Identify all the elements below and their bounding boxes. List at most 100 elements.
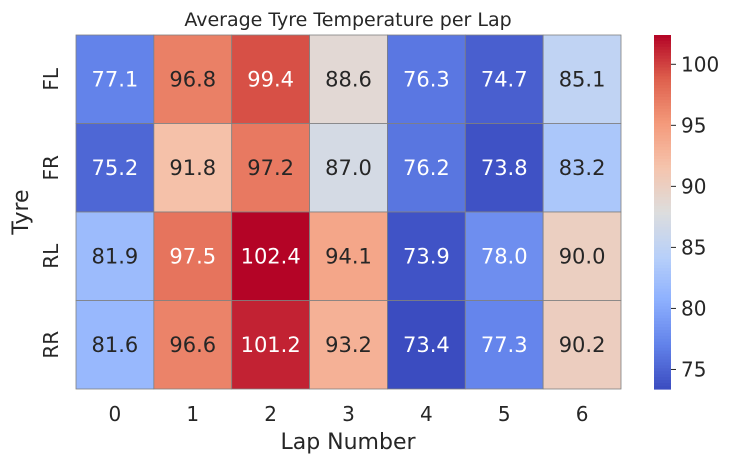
colorbar-segment (654, 173, 671, 178)
colorbar-segment (654, 356, 671, 361)
cell-value-label: 96.6 (169, 333, 216, 357)
colorbar-segment (654, 102, 671, 107)
colorbar-segment (654, 226, 671, 231)
colorbar-segment (654, 61, 671, 66)
colorbar-segment (654, 126, 671, 130)
colorbar-tick-label: 90 (681, 174, 706, 198)
cell-value-label: 76.3 (403, 67, 450, 91)
x-tick-label: 4 (420, 402, 433, 426)
heatmap-cell (75, 123, 155, 213)
colorbar-segment (654, 350, 671, 355)
colorbar-segment (654, 64, 671, 69)
cell-value-label: 78.0 (481, 244, 528, 268)
cell-value-label: 97.2 (247, 156, 294, 180)
colorbar-segment (654, 164, 671, 169)
colorbar-segment (654, 297, 671, 302)
heatmap-cell (309, 34, 388, 124)
colorbar-segment (654, 282, 671, 287)
colorbar-segment (654, 262, 671, 266)
colorbar-segment (654, 259, 671, 263)
cell-value-label: 88.6 (325, 67, 372, 91)
colorbar-segment (654, 250, 671, 254)
cell-value-label: 94.1 (325, 244, 372, 268)
x-tick-label: 0 (109, 402, 122, 426)
colorbar-segment (654, 303, 671, 307)
colorbar-tick-label: 85 (681, 235, 706, 259)
colorbar-segment (654, 294, 671, 299)
colorbar-segment (654, 235, 671, 240)
colorbar-segment (654, 244, 671, 248)
colorbar-segment (654, 170, 671, 175)
colorbar-segment (654, 306, 671, 310)
colorbar-segment (654, 312, 671, 316)
colorbar-tick-label: 95 (681, 113, 706, 137)
colorbar-segment (654, 144, 671, 148)
cell-value-label: 74.7 (481, 67, 528, 91)
colorbar-segment (654, 203, 671, 207)
colorbar-segment (654, 232, 671, 237)
heatmap-cell (464, 34, 544, 124)
cell-value-label: 83.2 (559, 156, 606, 180)
cell-value-label: 85.1 (559, 67, 606, 91)
colorbar-segment (654, 380, 671, 384)
colorbar-segment (654, 158, 671, 163)
colorbar-segment (654, 73, 671, 77)
colorbar-segment (654, 341, 671, 346)
colorbar-segment (654, 315, 671, 319)
x-tick-labels: 0 1 2 3 4 5 6 (109, 402, 589, 426)
colorbar-segment (654, 324, 671, 328)
colorbar-segment (654, 247, 671, 251)
heatmap-cell (387, 34, 466, 124)
cell-value-label: 101.2 (241, 333, 301, 357)
colorbar-segment (654, 200, 671, 204)
colorbar-segment (654, 94, 671, 98)
colorbar-segment (654, 40, 671, 45)
colorbar-segment (654, 212, 671, 216)
cell-value-label: 75.2 (92, 156, 139, 180)
colorbar-segment (654, 327, 671, 331)
colorbar-segment (654, 147, 671, 151)
chart-title: Average Tyre Temperature per Lap (184, 9, 511, 31)
colorbar-segment (654, 49, 671, 54)
y-tick-label: RR (39, 331, 63, 359)
cell-value-label: 81.9 (92, 244, 139, 268)
cell-value-label: 77.1 (92, 67, 139, 91)
colorbar-segment (654, 300, 671, 305)
heatmap-cells: 77.1 96.8 99.4 88.6 76.3 74.7 85.1 75.2 91.8 97.2… (75, 34, 622, 390)
colorbar-segment (654, 288, 671, 293)
colorbar-segment (654, 365, 671, 369)
colorbar-segment (654, 105, 671, 110)
colorbar-segment (654, 58, 671, 63)
colorbar-segment (654, 238, 671, 243)
colorbar-segment (654, 330, 671, 334)
colorbar-segment (654, 291, 671, 296)
x-tick-label: 5 (498, 402, 511, 426)
colorbar-segment (654, 108, 671, 113)
colorbar-segment (654, 55, 671, 60)
colorbar-segment (654, 273, 671, 278)
colorbar-segment (654, 318, 671, 322)
cell-value-label: 90.0 (559, 244, 606, 268)
heatmap-cell (309, 300, 388, 390)
colorbar-segment (654, 117, 671, 122)
colorbar-segment (654, 123, 671, 128)
colorbar-segment (654, 362, 671, 366)
cell-value-label: 73.4 (403, 333, 450, 357)
colorbar-segment (654, 223, 671, 228)
cell-value-label: 73.8 (481, 156, 528, 180)
colorbar-segment (654, 99, 671, 104)
colorbar-segment (654, 79, 671, 83)
colorbar-segment (654, 67, 671, 71)
colorbar-tick-label: 75 (681, 357, 706, 381)
colorbar-segment (654, 114, 671, 119)
colorbar-segment (654, 359, 671, 364)
colorbar-segment (654, 46, 671, 51)
colorbar-segment (654, 229, 671, 234)
colorbar-segment (654, 155, 671, 160)
cell-value-label: 90.2 (559, 333, 606, 357)
colorbar-segment (654, 377, 671, 381)
colorbar-segment (654, 338, 671, 343)
heatmap-cell (153, 300, 233, 390)
y-axis-label: Tyre (9, 189, 34, 235)
colorbar-segment (654, 135, 671, 139)
